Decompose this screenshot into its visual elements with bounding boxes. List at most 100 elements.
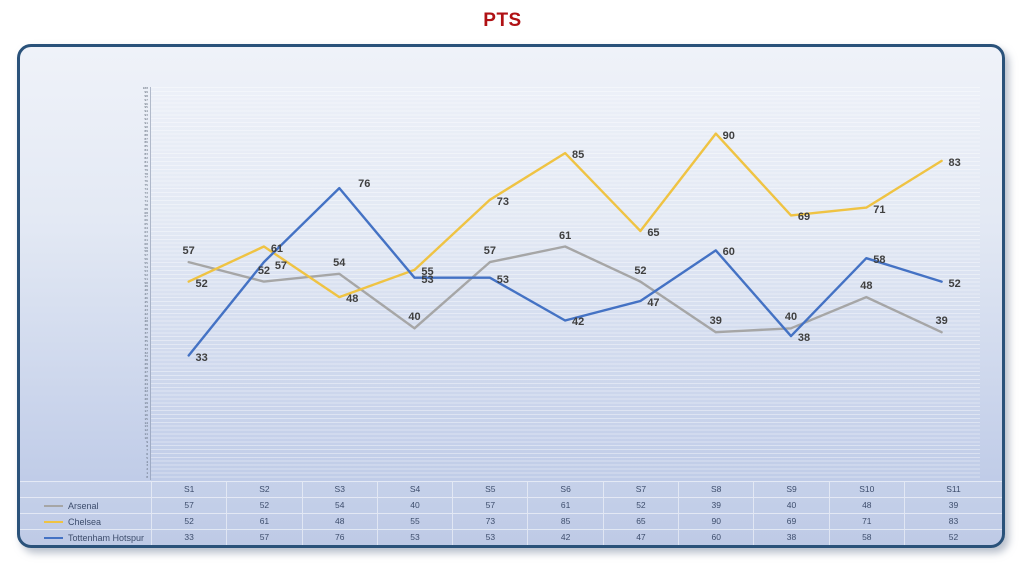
table-header-cell: S7 bbox=[602, 481, 679, 497]
y-axis-tick-label: 76 bbox=[144, 179, 148, 184]
table-header-cell: S8 bbox=[678, 481, 754, 497]
y-axis-tick-label: 36 bbox=[144, 335, 148, 339]
data-label: 52 bbox=[195, 277, 208, 290]
data-label: 90 bbox=[722, 129, 735, 142]
y-axis-tick-label: 61 bbox=[144, 237, 148, 242]
table-header-cell: S2 bbox=[226, 481, 302, 497]
legend-swatch bbox=[44, 536, 63, 539]
data-label: 60 bbox=[722, 246, 735, 259]
y-axis-tick-label: 52 bbox=[144, 272, 148, 277]
y-axis-tick-label: 38 bbox=[144, 327, 148, 332]
y-axis-tick-label: 26 bbox=[144, 373, 148, 378]
y-axis-tick-label: 22 bbox=[144, 389, 148, 394]
y-axis-tick-label: 16 bbox=[144, 412, 148, 417]
data-label: 48 bbox=[346, 293, 359, 306]
table-value-cell: 52 bbox=[602, 497, 679, 513]
y-axis-tick-label: 31 bbox=[144, 354, 148, 359]
legend-item-chelsea: Chelsea bbox=[20, 513, 151, 529]
y-axis-tick-label: 55 bbox=[144, 261, 148, 266]
legend-label: Arsenal bbox=[68, 500, 99, 511]
table-value-cell: 39 bbox=[903, 497, 1002, 513]
y-axis-tick-label: 34 bbox=[144, 342, 148, 347]
y-axis-tick-label: 97 bbox=[144, 97, 148, 102]
data-label: 38 bbox=[797, 332, 811, 345]
y-axis-tick-label: 33 bbox=[144, 346, 148, 351]
y-axis-tick-label: 89 bbox=[144, 128, 148, 133]
table-header-cell: S1 bbox=[151, 481, 227, 497]
table-header-cell: S9 bbox=[753, 481, 829, 497]
y-axis-tick-label: 44 bbox=[144, 303, 148, 308]
y-axis-tick-label: 63 bbox=[144, 229, 148, 234]
y-axis: 100 99 98 97 96 95 94 93 92 91 90 89 88 87 86 85 84 83 82 8… bbox=[132, 86, 148, 480]
data-label: 83 bbox=[948, 156, 961, 169]
series-lines-layer bbox=[187, 132, 943, 357]
y-axis-tick-label: 45 bbox=[144, 299, 148, 304]
y-axis-tick-label: 2 bbox=[146, 467, 148, 472]
y-axis-tick-label: 19 bbox=[144, 401, 148, 406]
y-axis-tick-label: 66 bbox=[144, 218, 148, 223]
table-value-cell: 55 bbox=[376, 513, 453, 529]
data-label: 39 bbox=[935, 315, 948, 328]
y-axis-tick-label: 73 bbox=[144, 191, 148, 196]
y-axis-tick-label: 3 bbox=[146, 463, 148, 468]
table-value-cell: 65 bbox=[602, 513, 679, 529]
table-header-cell: S6 bbox=[527, 481, 603, 497]
y-axis-tick-label: 29 bbox=[144, 362, 148, 367]
y-axis-tick-label: 64 bbox=[144, 226, 148, 231]
y-axis-tick-label: 39 bbox=[144, 323, 148, 328]
y-axis-tick-label: 32 bbox=[144, 350, 148, 355]
y-axis-tick-label: 80 bbox=[144, 163, 148, 168]
table-value-cell: 69 bbox=[753, 513, 829, 529]
y-axis-tick-label: 17 bbox=[144, 408, 148, 413]
y-axis-tick-label: 11 bbox=[144, 432, 148, 437]
table-value-cell: 83 bbox=[903, 513, 1002, 529]
table-value-cell: 53 bbox=[452, 529, 528, 545]
y-axis-tick-label: 8 bbox=[146, 443, 148, 448]
y-axis-tick-label: 92 bbox=[144, 117, 148, 122]
table-value-cell: 38 bbox=[753, 529, 829, 545]
table-value-cell: 58 bbox=[828, 529, 904, 545]
y-axis-tick-label: 43 bbox=[144, 307, 148, 312]
legend-item-tottenham-hotspur: Tottenham Hotspur bbox=[20, 529, 151, 545]
y-axis-tick-label: 87 bbox=[144, 136, 148, 141]
y-axis-tick-label: 1 bbox=[146, 471, 148, 476]
y-axis-tick-label: 27 bbox=[144, 370, 148, 375]
y-axis-tick-label: 81 bbox=[144, 159, 148, 164]
y-axis-tick-label: 71 bbox=[144, 198, 148, 203]
table-value-cell: 48 bbox=[301, 513, 377, 529]
y-axis-tick-label: 59 bbox=[144, 245, 148, 250]
series-line-arsenal bbox=[187, 245, 943, 334]
y-axis-tick-label: 35 bbox=[144, 338, 148, 343]
y-axis-tick-label: 42 bbox=[144, 311, 148, 316]
table-value-cell: 61 bbox=[226, 513, 302, 529]
table-value-cell: 57 bbox=[151, 497, 227, 513]
y-axis-tick-label: 96 bbox=[144, 101, 148, 106]
y-axis-tick-label: 15 bbox=[144, 416, 148, 421]
y-axis-tick-label: 84 bbox=[144, 148, 148, 153]
table-value-cell: 76 bbox=[301, 529, 377, 545]
y-axis-tick-label: 20 bbox=[144, 397, 148, 402]
y-axis-tick-label: 88 bbox=[144, 132, 148, 137]
y-axis-tick-label: 69 bbox=[144, 206, 148, 211]
y-axis-tick-label: 18 bbox=[144, 405, 148, 410]
data-label: 48 bbox=[860, 280, 873, 293]
legend-label: Chelsea bbox=[68, 516, 102, 527]
y-axis-tick-label: 56 bbox=[144, 257, 148, 262]
y-axis-tick-label: 13 bbox=[144, 424, 148, 429]
data-label: 57 bbox=[182, 245, 195, 258]
y-axis-tick-label: 50 bbox=[144, 280, 148, 285]
data-label: 54 bbox=[333, 256, 346, 269]
y-axis-tick-label: 53 bbox=[144, 268, 148, 273]
y-axis-tick-label: 60 bbox=[144, 241, 148, 246]
table-header-cell: S4 bbox=[376, 481, 453, 497]
y-axis-tick-label: 62 bbox=[144, 233, 148, 238]
table-value-cell: 48 bbox=[828, 497, 904, 513]
y-axis-tick-label: 23 bbox=[144, 385, 148, 390]
table-header-cell: S5 bbox=[452, 481, 528, 497]
y-axis-tick-label: 58 bbox=[144, 249, 148, 254]
data-label: 55 bbox=[421, 265, 434, 278]
y-axis-tick-label: 51 bbox=[144, 276, 148, 281]
y-axis-tick-label: 49 bbox=[144, 284, 148, 289]
data-label: 69 bbox=[797, 211, 811, 224]
